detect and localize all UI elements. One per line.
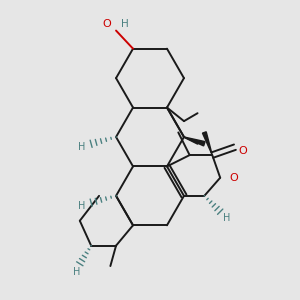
Polygon shape [202, 132, 212, 155]
Text: H: H [78, 201, 86, 211]
Text: O: O [238, 146, 247, 156]
Text: O: O [103, 19, 111, 29]
Polygon shape [184, 137, 205, 146]
Text: H: H [73, 267, 80, 277]
Text: O: O [229, 173, 238, 183]
Text: H: H [121, 19, 129, 29]
Text: H: H [78, 142, 86, 152]
Text: H: H [223, 214, 231, 224]
